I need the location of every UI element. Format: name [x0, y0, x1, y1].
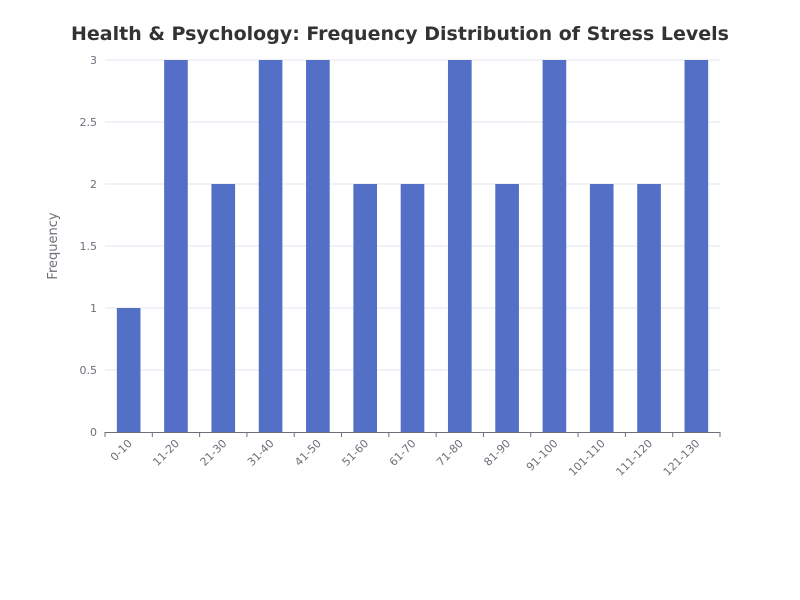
x-axis-ticks: 0-10 11-20 21-30 31-40 41-50 51-60 61-70 71-80 8…	[108, 437, 703, 479]
x-tick-label: 21-30	[198, 437, 230, 469]
x-tick-label: 81-90	[481, 437, 513, 469]
x-tick-label: 0-10	[108, 437, 135, 464]
x-tick-label: 11-20	[150, 437, 182, 469]
y-tick-label: 3	[90, 54, 97, 67]
bar-61-70[interactable]	[400, 184, 425, 432]
bar-41-50[interactable]	[306, 60, 330, 432]
chart-title: Health & Psychology: Frequency Distribut…	[71, 23, 729, 45]
bar-21-30[interactable]	[211, 184, 236, 432]
bar-101-110[interactable]	[589, 184, 614, 432]
x-tick-label: 71-80	[434, 437, 466, 469]
x-tick-label: 61-70	[387, 437, 419, 469]
y-tick-label: 2.5	[80, 116, 98, 129]
bar-51-60[interactable]	[353, 184, 378, 432]
y-tick-label: 1.5	[80, 240, 98, 253]
x-tick-label: 101-110	[566, 437, 608, 479]
axes	[104, 432, 721, 437]
bar-71-80[interactable]	[447, 60, 472, 432]
y-axis-ticks: 0 0.5 1 1.5 2 2.5 3	[80, 54, 98, 439]
bar-111-120[interactable]	[637, 184, 661, 432]
bar-0-10[interactable]	[116, 308, 141, 432]
bar-91-100[interactable]	[542, 60, 567, 432]
x-tick-label: 41-50	[292, 437, 324, 469]
bar-121-130[interactable]	[684, 60, 709, 432]
y-tick-label: 1	[90, 302, 97, 315]
x-tick-label: 121-130	[661, 437, 703, 479]
y-tick-label: 0	[90, 426, 97, 439]
x-tick-label: 111-120	[613, 437, 655, 479]
x-tick-label: 31-40	[245, 437, 277, 469]
bar-81-90[interactable]	[495, 184, 519, 432]
bars	[116, 60, 709, 432]
bar-11-20[interactable]	[164, 60, 188, 432]
y-tick-label: 2	[90, 178, 97, 191]
y-tick-label: 0.5	[80, 364, 98, 377]
y-axis-label: Frequency	[46, 212, 61, 279]
bar-31-40[interactable]	[258, 60, 283, 432]
x-tick-label: 91-100	[524, 437, 561, 474]
x-tick-label: 51-60	[340, 437, 372, 469]
